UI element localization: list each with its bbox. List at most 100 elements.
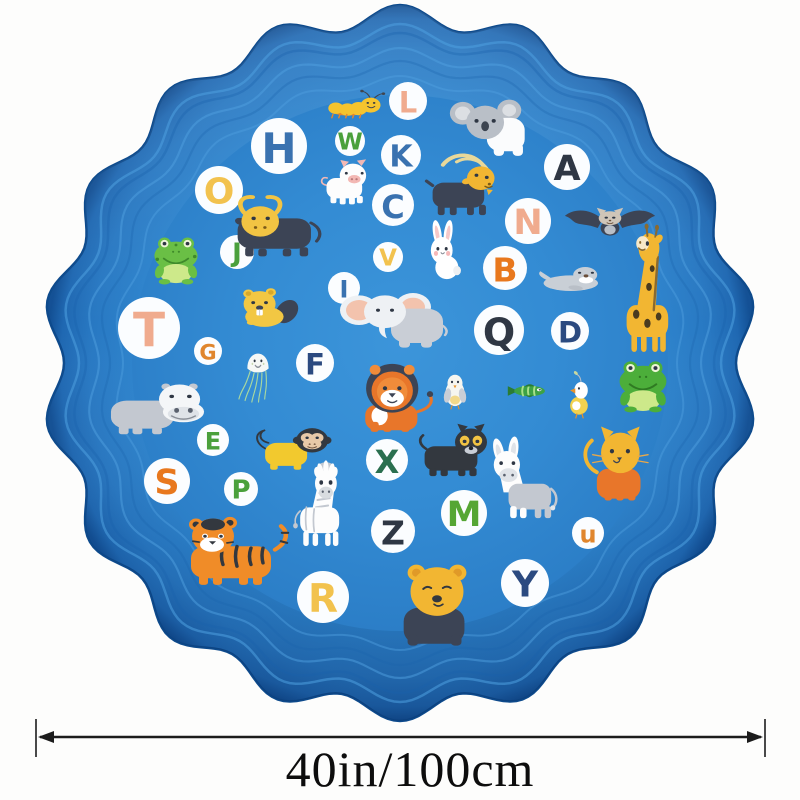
letter-T-circle: T <box>118 297 180 359</box>
letter-u-circle: u <box>572 517 604 549</box>
letter-M-circle: M <box>441 490 487 536</box>
mat-ridge-ring <box>73 31 727 695</box>
cat-icon <box>583 426 649 501</box>
zebra-icon <box>293 460 340 546</box>
fish-icon <box>507 384 545 398</box>
letter-circle <box>251 118 307 174</box>
letter-glyph: S <box>154 463 179 503</box>
letter-circle <box>441 490 487 536</box>
frog-left-icon <box>154 237 198 285</box>
letter-circle <box>505 198 551 244</box>
elephant-icon <box>340 293 448 348</box>
letter-circle <box>197 424 229 456</box>
letter-D-circle: D <box>551 312 589 350</box>
dog-icon <box>418 423 487 477</box>
letter-circle <box>297 571 349 623</box>
giraffe-icon <box>626 223 669 352</box>
letter-glyph: B <box>492 250 517 289</box>
dimension-label: 40in/100cm <box>285 741 535 797</box>
mat-ridge-ring <box>64 22 736 704</box>
letter-glyph: u <box>579 520 596 548</box>
arrowhead-left <box>38 731 54 743</box>
letter-glyph: V <box>379 245 397 271</box>
letter-glyph: A <box>553 149 580 189</box>
mat-ridge-ring <box>88 46 712 680</box>
letter-circle <box>551 312 589 350</box>
letter-circle <box>371 509 415 553</box>
letter-glyph: K <box>389 139 414 174</box>
letter-circle <box>389 82 427 120</box>
letter-X-circle: X <box>366 439 408 481</box>
letter-circle <box>194 337 222 365</box>
letter-W-circle: W <box>335 126 365 156</box>
letter-circle <box>328 272 360 304</box>
letter-circle <box>296 344 334 382</box>
letter-glyph: G <box>199 340 216 364</box>
donkey-icon <box>493 436 558 519</box>
walrus-icon <box>539 267 598 291</box>
letter-S-circle: S <box>144 458 190 504</box>
letter-glyph: Q <box>483 310 515 354</box>
letter-circle <box>501 559 549 607</box>
tiger-icon <box>189 516 290 585</box>
letter-G-circle: G <box>194 337 222 365</box>
animal-stickers <box>110 89 669 646</box>
letter-glyph: J <box>230 239 242 269</box>
letter-glyph: M <box>447 495 482 535</box>
letter-Q-circle: Q <box>474 305 524 355</box>
letter-glyph: H <box>261 124 296 173</box>
letter-K-circle: K <box>381 135 421 175</box>
jellyfish-icon <box>238 353 269 403</box>
letter-glyph: E <box>205 427 221 455</box>
letter-circle <box>335 126 365 156</box>
letter-Y-circle: Y <box>501 559 549 607</box>
goat-icon <box>424 153 495 216</box>
letter-R-circle: R <box>297 571 349 623</box>
beaver-icon <box>243 288 299 327</box>
letter-L-circle: L <box>389 82 427 120</box>
koala-icon <box>449 99 525 156</box>
letter-circle <box>118 297 180 359</box>
duck-icon <box>570 371 588 419</box>
letter-glyph: C <box>381 188 404 226</box>
letter-I-circle: I <box>328 272 360 304</box>
letter-glyph: F <box>305 348 325 382</box>
letter-glyph: Z <box>381 513 405 552</box>
letter-circle <box>544 144 590 190</box>
letter-glyph: L <box>399 86 417 120</box>
letter-glyph: W <box>337 129 362 155</box>
letter-V-circle: V <box>373 242 403 272</box>
letter-circle <box>195 166 243 214</box>
arrowhead-right <box>747 731 763 743</box>
letter-glyph: O <box>204 172 235 213</box>
monkey-icon <box>256 428 332 470</box>
letter-circle <box>381 135 421 175</box>
rabbit-icon <box>430 220 461 280</box>
letter-B-circle: B <box>483 246 527 290</box>
mat-ridge-ring <box>115 74 685 652</box>
letter-circle <box>144 458 190 504</box>
lion-icon <box>365 363 434 432</box>
letter-C-circle: C <box>372 184 414 226</box>
letter-circle <box>373 242 403 272</box>
letter-circle <box>372 184 414 226</box>
letter-N-circle: N <box>505 198 551 244</box>
hippo-icon <box>110 383 205 435</box>
bear-icon <box>403 564 467 646</box>
letter-glyph: T <box>133 303 165 358</box>
letter-circle <box>474 305 524 355</box>
letter-F-circle: F <box>296 344 334 382</box>
letter-P-circle: P <box>224 472 258 506</box>
letter-circle <box>224 472 258 506</box>
letter-circle <box>572 517 604 549</box>
letter-E-circle: E <box>197 424 229 456</box>
pig-icon <box>320 159 367 205</box>
letter-Z-circle: Z <box>371 509 415 553</box>
letter-circle <box>483 246 527 290</box>
letter-H-circle: H <box>251 118 307 174</box>
mat-ridge-ring <box>100 59 700 667</box>
owl-chick-icon <box>443 374 467 410</box>
